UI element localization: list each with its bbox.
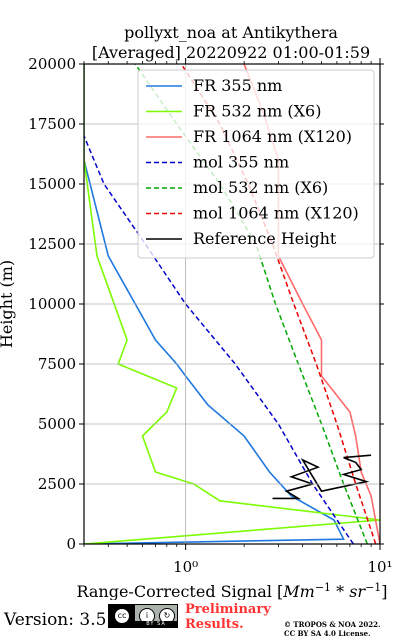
chart-title-line1: pollyxt_noa at Antikythera <box>124 23 338 42</box>
version-label: Version: 3.5 <box>4 610 107 630</box>
copyright-line1: © TROPOS & NOA 2022. <box>284 620 381 629</box>
y-tick-label: 15000 <box>28 175 76 193</box>
cc-icon: cc <box>114 608 130 624</box>
series-line-3 <box>84 135 355 544</box>
series-line-1 <box>84 64 380 544</box>
y-tick-label: 20000 <box>28 55 76 73</box>
x-tick-label: 10¹ <box>367 558 392 576</box>
legend-label-2: FR 1064 nm (X120) <box>193 127 352 146</box>
legend-label-4: mol 532 nm (X6) <box>193 178 328 197</box>
y-tick-label: 10000 <box>28 295 76 313</box>
y-tick-label: 5000 <box>38 415 76 433</box>
x-axis-label: Range-Corrected Signal [Mm−1 * sr−1] <box>76 581 387 600</box>
y-tick-label: 17500 <box>28 115 76 133</box>
preliminary-line2: Results. <box>185 617 244 632</box>
legend-label-3: mol 355 nm <box>193 153 289 172</box>
x-tick-label: 10⁰ <box>173 558 198 576</box>
axis-layer: 0 2500 5000 7500 10000 12500 15000 17500 20000 10… <box>28 55 392 576</box>
y-axis-label: Height (m) <box>0 260 16 348</box>
chart-title-line2: [Averaged] 20220922 01:00-01:59 <box>92 43 370 62</box>
by-icon: i <box>139 608 155 624</box>
y-tick-label: 2500 <box>38 475 76 493</box>
legend-label-6: Reference Height <box>193 229 337 248</box>
legend-label-0: FR 355 nm <box>193 76 282 95</box>
cc-license-badge: cc i ↻ BY SA <box>108 604 178 628</box>
legend-label-5: mol 1064 nm (X120) <box>193 204 359 223</box>
legend-box <box>137 69 375 259</box>
legend: FR 355 nm FR 532 nm (X6) FR 1064 nm (X120)… <box>137 69 375 259</box>
y-tick-label: 12500 <box>28 235 76 253</box>
copyright-line2: CC BY SA 4.0 License. <box>284 629 371 638</box>
legend-label-1: FR 532 nm (X6) <box>193 102 321 121</box>
y-tick-label: 7500 <box>38 355 76 373</box>
copyright-note: © TROPOS & NOA 2022. CC BY SA 4.0 Licens… <box>284 620 380 638</box>
y-tick-label: 0 <box>66 535 76 553</box>
preliminary-line1: Preliminary <box>185 602 271 617</box>
series-line-6 <box>272 454 372 500</box>
signal-profile-chart: pollyxt_noa at Antikythera [Averaged] 20… <box>0 23 393 600</box>
preliminary-note: Preliminary Results. <box>185 602 271 632</box>
series-line-0 <box>84 64 345 544</box>
badge-text: BY SA <box>135 621 177 627</box>
